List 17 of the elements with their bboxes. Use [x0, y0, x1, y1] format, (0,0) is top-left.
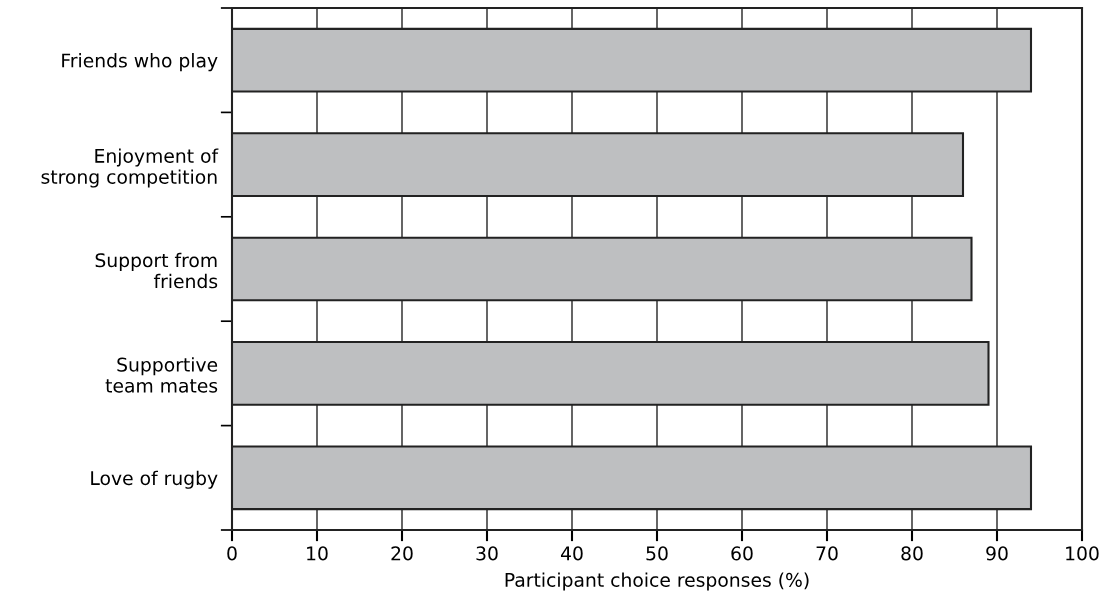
x-tick-label: 90: [986, 546, 1008, 561]
x-tick-label: 40: [560, 546, 583, 561]
y-tick-label: Enjoyment of strong competition: [41, 148, 219, 188]
y-tick-label: Love of rugby: [91, 470, 218, 489]
x-tick-label: 80: [901, 546, 923, 561]
y-tick-label: Supportive team mates: [105, 357, 218, 393]
x-tick-label: 20: [391, 546, 413, 561]
x-tick-label: 0: [227, 546, 237, 561]
x-tick-label: 100: [1066, 546, 1099, 561]
x-tick-label: 10: [307, 546, 328, 561]
x-tick-label: 30: [476, 546, 498, 561]
x-axis-title: Participant choice responses (%): [505, 572, 809, 591]
x-tick-label: 60: [731, 546, 753, 561]
x-tick-label: 50: [646, 546, 668, 561]
y-tick-label: Support from friends: [95, 252, 218, 289]
y-tick-label: Friends who play: [62, 53, 218, 72]
x-tick-label: 70: [816, 546, 838, 561]
